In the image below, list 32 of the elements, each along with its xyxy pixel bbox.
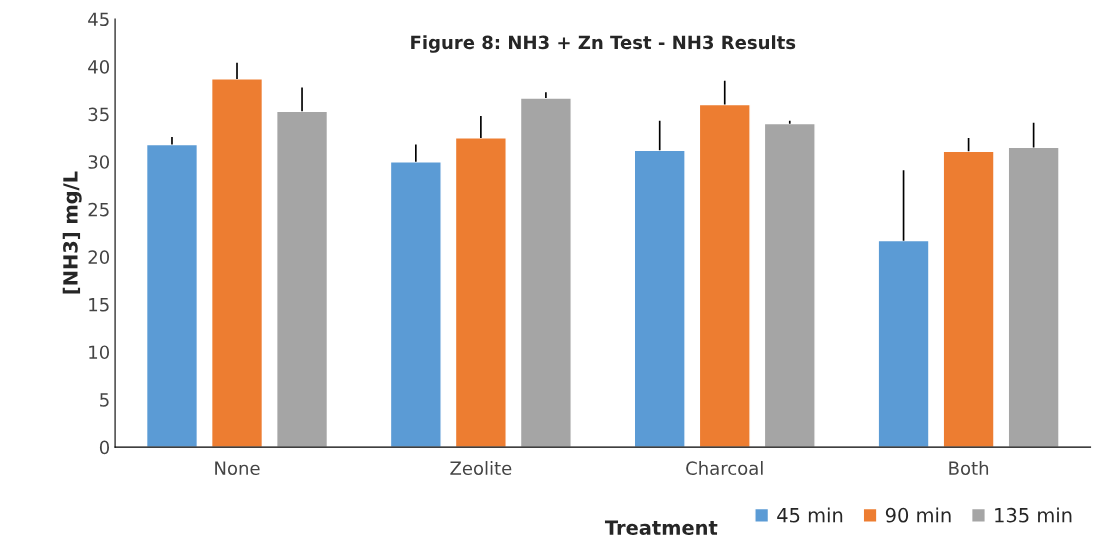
legend-label: 135 min (995, 507, 1072, 523)
bar (942, 150, 995, 448)
legend-label: 45 min (777, 507, 843, 523)
bar (763, 122, 816, 448)
y-tick-label: 30 (88, 155, 110, 169)
text: Figure 8: NH3 + Zn Test - NH3 Results (411, 35, 796, 53)
y-tick-label: 5 (100, 393, 109, 407)
x-axis-title: Treatment (604, 520, 718, 535)
bar (877, 239, 930, 448)
bar (519, 97, 572, 448)
y-tick-label: 15 (89, 298, 109, 312)
bar (389, 161, 442, 448)
y-tick-label: 35 (88, 107, 109, 122)
bar (633, 149, 686, 448)
y-axis-title: [NH3] mg/L (62, 171, 82, 294)
y-tick-label: 20 (88, 250, 110, 264)
y-tick-label: 45 (88, 12, 109, 27)
x-tick-label: None (215, 461, 260, 476)
legend-label: 90 min (885, 507, 951, 523)
y-tick-label: 10 (89, 345, 110, 360)
x-tick-label: Zeolite (450, 461, 512, 476)
bar (698, 103, 751, 448)
y-tick-label: 40 (88, 60, 110, 74)
bar (275, 110, 329, 448)
bar (454, 137, 507, 448)
x-tick-label: Both (949, 461, 989, 476)
bar (1007, 146, 1060, 448)
y-tick-label: 0 (99, 440, 110, 455)
y-tick-label: 25 (88, 202, 109, 217)
x-tick-label: Charcoal (686, 461, 763, 476)
bar (210, 78, 264, 448)
bar (145, 143, 199, 448)
